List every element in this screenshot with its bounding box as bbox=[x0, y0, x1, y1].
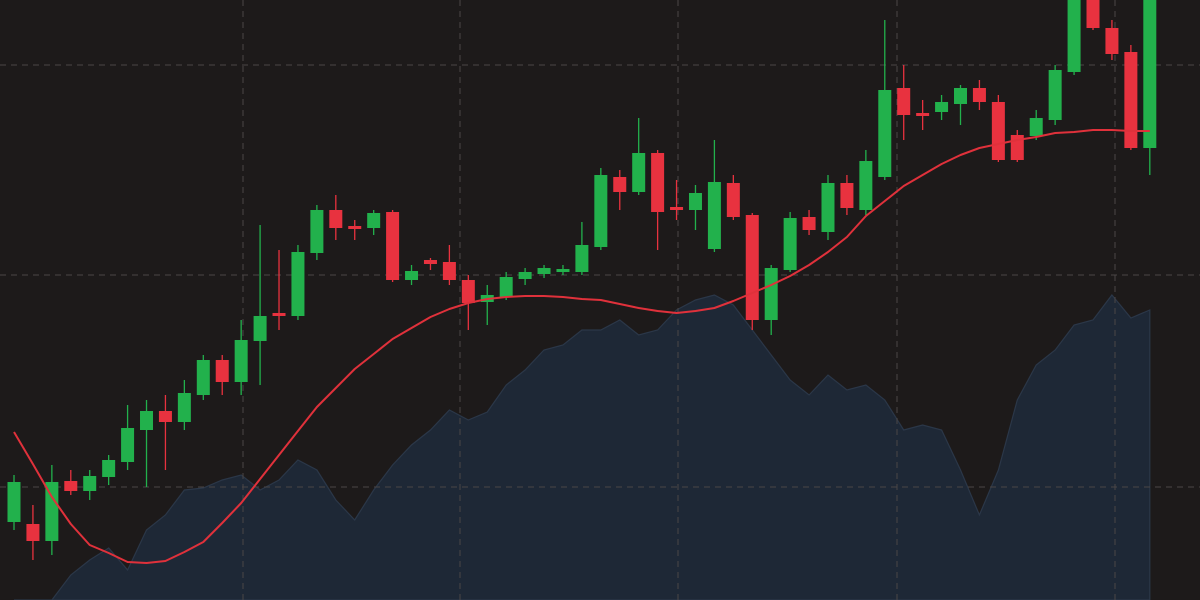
candle-body bbox=[386, 212, 400, 280]
candle-body bbox=[253, 316, 267, 341]
candle-body bbox=[1048, 70, 1062, 120]
candle-body bbox=[102, 460, 116, 477]
candle-body bbox=[7, 482, 21, 522]
candle-body bbox=[575, 245, 589, 272]
candle-body bbox=[215, 360, 229, 382]
candle-body bbox=[461, 280, 475, 303]
candle-body bbox=[707, 182, 721, 249]
candle-body bbox=[140, 411, 154, 430]
candle-body bbox=[878, 90, 892, 177]
candle-body bbox=[897, 88, 911, 115]
candle-body bbox=[783, 218, 797, 270]
candle-body bbox=[367, 213, 381, 228]
candle-body bbox=[688, 193, 702, 210]
candle-body bbox=[594, 175, 608, 247]
candle-body bbox=[613, 177, 627, 192]
candle-body bbox=[1124, 52, 1138, 148]
candle-body bbox=[83, 476, 97, 491]
candle-body bbox=[1067, 0, 1081, 72]
candle-body bbox=[348, 226, 362, 229]
candle-body bbox=[499, 277, 513, 297]
candle-body bbox=[840, 183, 854, 208]
candle-body bbox=[726, 183, 740, 217]
candle-body bbox=[45, 482, 59, 541]
candle-body bbox=[916, 113, 930, 116]
candle-body bbox=[537, 268, 551, 274]
candle-body bbox=[177, 393, 191, 422]
moving-average-line bbox=[13, 129, 1150, 564]
candle-body bbox=[158, 411, 172, 422]
candle-body bbox=[632, 153, 646, 192]
candle-body bbox=[935, 102, 949, 112]
candle-body bbox=[991, 102, 1005, 160]
candle-body bbox=[1105, 28, 1119, 54]
candle-body bbox=[196, 360, 210, 395]
candle-body bbox=[518, 272, 532, 279]
shaded-area bbox=[14, 294, 1151, 600]
candle-body bbox=[310, 210, 324, 253]
candle-body bbox=[821, 183, 835, 232]
candle-body bbox=[272, 313, 286, 316]
candle-body bbox=[121, 428, 135, 462]
candle-body bbox=[651, 153, 665, 212]
candle-body bbox=[859, 161, 873, 210]
candle-body bbox=[423, 260, 437, 264]
candle-body bbox=[745, 215, 759, 320]
candle-body bbox=[764, 268, 778, 320]
candle-body bbox=[1143, 0, 1157, 148]
candle-body bbox=[442, 262, 456, 280]
candle-body bbox=[556, 269, 570, 272]
candle-body bbox=[802, 217, 816, 230]
candle-body bbox=[291, 252, 305, 316]
candle-body bbox=[1029, 118, 1043, 136]
candle-body bbox=[670, 207, 684, 210]
candle-body bbox=[1086, 0, 1100, 28]
candle-body bbox=[972, 88, 986, 102]
candle-body bbox=[329, 210, 343, 228]
candle-body bbox=[26, 524, 40, 541]
candle-body bbox=[954, 88, 967, 104]
candle-body bbox=[64, 481, 78, 491]
candle-body bbox=[234, 340, 248, 382]
candle-body bbox=[405, 271, 419, 280]
